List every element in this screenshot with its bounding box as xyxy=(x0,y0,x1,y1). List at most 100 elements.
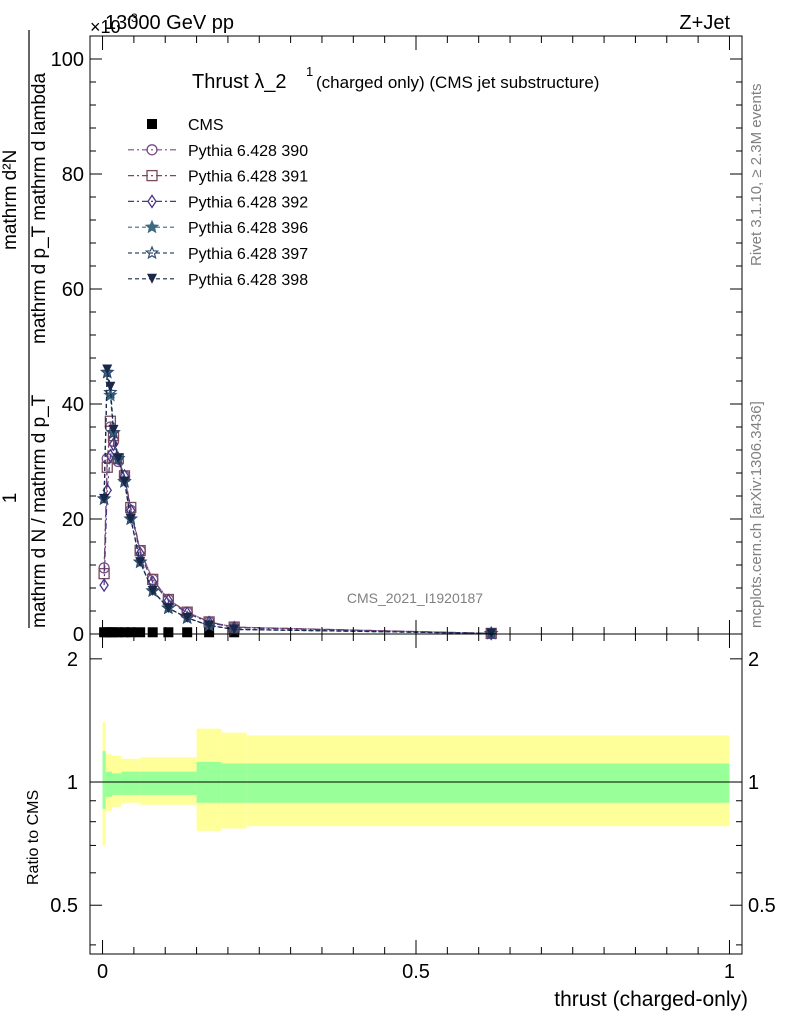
series-3-point-0 xyxy=(99,577,109,593)
series-0-point-10 xyxy=(182,627,193,638)
legend-label-2: Pythia 6.428 391 xyxy=(188,169,308,186)
main-ytick-label: 0 xyxy=(73,624,84,646)
mcplots-label: mcplots.cern.ch [arXiv:1306.3436] xyxy=(748,401,765,628)
analysis-watermark: CMS_2021_I1920187 xyxy=(347,590,483,606)
plot-title-main: Thrust λ_2 xyxy=(192,71,286,93)
series-5-point-3 xyxy=(106,425,121,439)
series-0-point-4 xyxy=(113,627,124,638)
plot-title-sup: 1 xyxy=(306,64,313,79)
legend-marker-6 xyxy=(147,273,157,284)
main-ytick-label: 20 xyxy=(62,509,84,531)
series-0-point-6 xyxy=(125,627,136,638)
series-6-point-3 xyxy=(108,424,119,435)
legend-label-0: CMS xyxy=(188,117,224,134)
series-2-point-1 xyxy=(101,461,113,473)
ratio-ytick-label-right: 0.5 xyxy=(748,895,776,917)
series-0-point-8 xyxy=(147,627,158,638)
ratio-plot-panel: 0 0.5 1 0.5 0.5 1 1 2 2 xyxy=(50,633,776,983)
legend-marker-4 xyxy=(144,219,160,234)
series-6-point-4 xyxy=(113,453,124,464)
rivet-version-label: Rivet 3.1.10, ≥ 2.3M events xyxy=(748,84,765,267)
series-6-point-10 xyxy=(182,612,193,623)
ratio-inner-band-0 xyxy=(102,751,106,809)
ratio-ytick-label-left: 1 xyxy=(67,772,78,794)
y-exponent-power: -3 xyxy=(127,11,138,25)
main-y-axis-label: 1 mathrm d N / mathrm d p_T mathrm d²N m… xyxy=(0,30,50,628)
plot-title: Thrust λ_2 1 (charged only) (CMS jet sub… xyxy=(192,64,599,93)
series-6-point-1 xyxy=(102,364,113,375)
series-line-2 xyxy=(103,421,492,634)
legend-label-6: Pythia 6.428 398 xyxy=(188,272,308,289)
ratio-inner-band-6 xyxy=(221,763,247,803)
series-0-point-5 xyxy=(119,627,130,638)
legend-entry-6: Pythia 6.428 398 xyxy=(128,272,308,289)
legend-entry-2: Pythia 6.428 391 xyxy=(128,169,308,186)
main-y-label-numerator: mathrm d²N xyxy=(0,150,21,250)
xtick-label: 0 xyxy=(97,961,108,983)
ratio-inner-band-3 xyxy=(121,771,141,795)
legend-entry-4: Pythia 6.428 396 xyxy=(128,219,308,237)
series-6-point-0 xyxy=(99,493,110,504)
series-5-point-1 xyxy=(100,364,115,379)
legend-entry-3: Pythia 6.428 392 xyxy=(128,194,308,211)
series-6-point-13 xyxy=(486,628,497,639)
series-6-point-2 xyxy=(105,381,116,392)
series-0-point-11 xyxy=(204,627,215,638)
legend-entry-5: Pythia 6.428 397 xyxy=(128,245,308,263)
legend-marker-0 xyxy=(147,119,157,129)
series-1-point-3 xyxy=(107,435,120,448)
series-3 xyxy=(99,437,497,641)
plot-title-rest: (charged only) (CMS jet substructure) xyxy=(316,73,599,92)
legend-marker-3 xyxy=(147,194,157,209)
main-y-label-one: 1 xyxy=(0,493,21,504)
legend-label-5: Pythia 6.428 397 xyxy=(188,246,308,263)
series-0 xyxy=(99,627,240,638)
legend-marker-2 xyxy=(146,169,158,182)
ratio-ytick-label-left: 2 xyxy=(67,649,78,671)
series-6-point-9 xyxy=(163,603,174,614)
y-exponent-prefix: ×10 xyxy=(90,17,121,37)
main-ytick-label: 80 xyxy=(62,164,84,186)
ratio-band-layer xyxy=(102,722,730,846)
series-6-point-5 xyxy=(119,476,130,487)
main-y-label-denominator-left: mathrm d N / mathrm d p_T xyxy=(29,394,50,628)
series-3-point-3 xyxy=(108,437,119,452)
main-plot-panel: 0 20 40 60 80 100 CMS_2021_I1920187 xyxy=(51,35,743,646)
xtick-label: 1 xyxy=(724,961,735,983)
legend-marker-1 xyxy=(146,144,158,156)
ratio-inner-band-4 xyxy=(140,771,197,795)
legend: CMS Pythia 6.428 390 Pythia 6.428 391 Pythi… xyxy=(128,117,308,289)
series-5-point-2 xyxy=(103,384,118,399)
legend-label-4: Pythia 6.428 396 xyxy=(188,220,308,237)
legend-label-1: Pythia 6.428 390 xyxy=(188,143,308,160)
ratio-inner-band-1 xyxy=(105,771,112,797)
series-6-point-6 xyxy=(125,514,136,524)
ratio-ticks: 0 0.5 1 0.5 0.5 1 1 2 2 xyxy=(50,634,776,983)
series-6-point-12 xyxy=(229,624,240,635)
series-6 xyxy=(99,364,497,639)
ratio-inner-band-2 xyxy=(111,773,122,795)
series-3-point-2 xyxy=(105,448,116,463)
legend-entry-0: CMS xyxy=(147,117,224,134)
ratio-y-axis-label: Ratio to CMS xyxy=(25,790,42,885)
series-6-point-11 xyxy=(204,620,215,631)
series-line-6 xyxy=(103,369,492,634)
main-ytick-label: 40 xyxy=(62,394,84,416)
series-0-point-9 xyxy=(163,627,174,638)
main-series-layer xyxy=(96,364,499,641)
main-ytick-label: 100 xyxy=(51,49,84,71)
x-axis-label: thrust (charged-only) xyxy=(554,988,748,1011)
main-y-label-denominator-right: mathrm d p_T mathrm d lambda xyxy=(29,73,50,344)
header-energy: 13000 GeV pp xyxy=(105,12,234,34)
ratio-inner-band-7 xyxy=(246,763,730,803)
xtick-label: 0.5 xyxy=(402,961,430,983)
ratio-ytick-label-left: 0.5 xyxy=(50,895,78,917)
header-process: Z+Jet xyxy=(679,12,730,34)
ratio-ytick-label-right: 1 xyxy=(748,772,759,794)
legend-label-3: Pythia 6.428 392 xyxy=(188,194,308,211)
series-6-point-8 xyxy=(147,585,158,596)
series-6-point-7 xyxy=(135,557,146,568)
main-ytick-label: 60 xyxy=(62,279,84,301)
series-0-point-7 xyxy=(135,627,146,638)
